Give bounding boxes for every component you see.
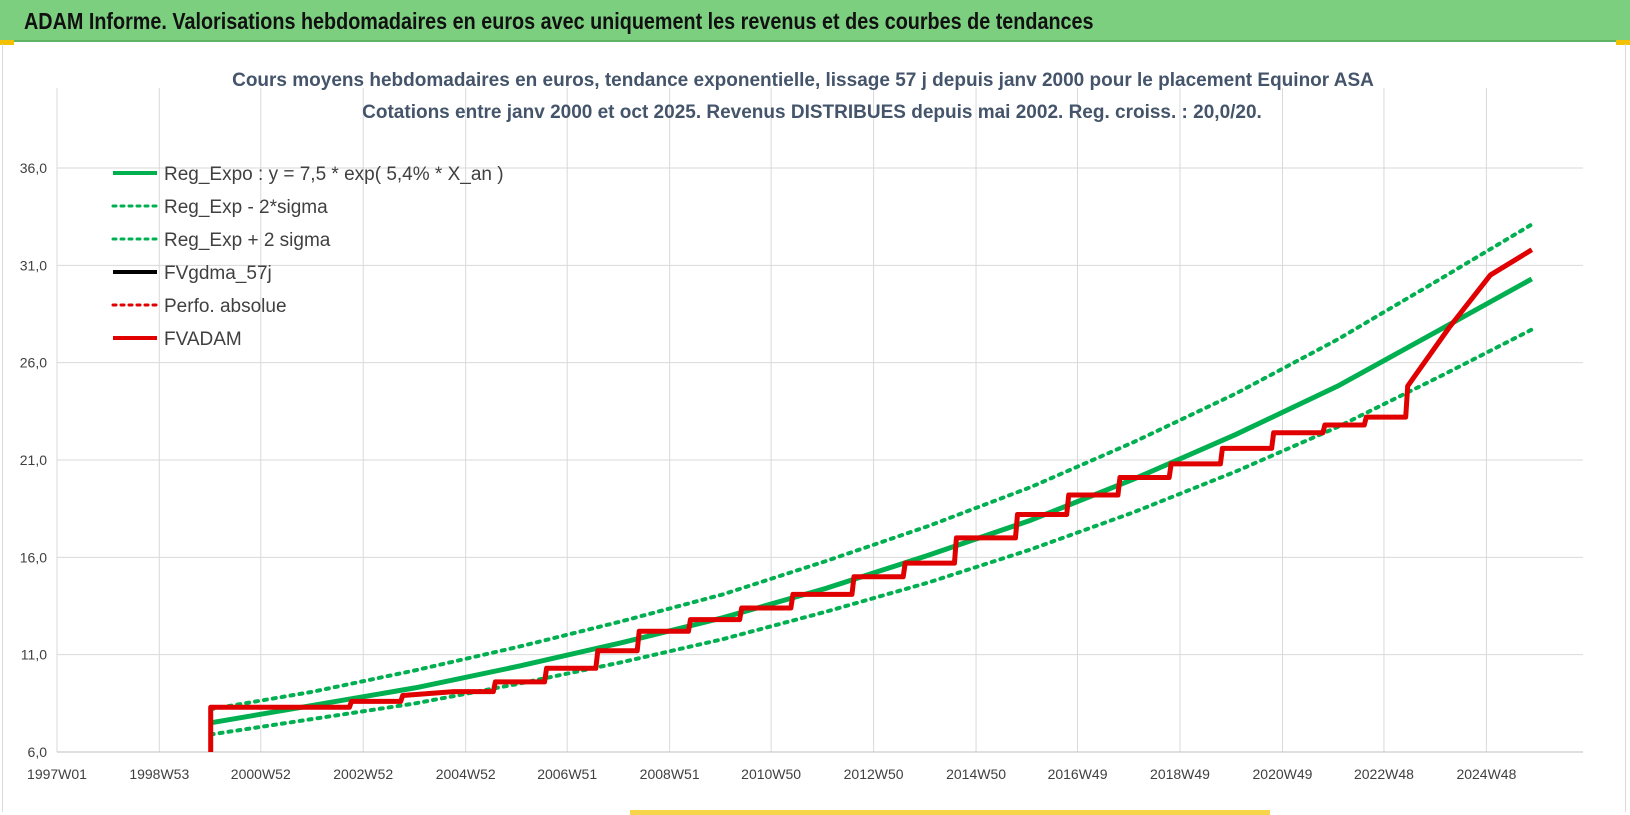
legend-label: Reg_Exp + 2 sigma [164,230,331,251]
chart-title-line-2: Cotations entre janv 2000 et oct 2025. R… [362,102,1262,123]
x-axis: 1997W01 1998W53 2000W52 2002W52 2004W52 2006W… [27,751,1583,782]
x-tick-label: 2008W51 [640,766,700,782]
x-tick-label: 2024W48 [1456,766,1516,782]
chart-title-line-1: Cours moyens hebdomadaires en euros, ten… [232,70,1374,91]
x-tick-label: 2014W50 [946,766,1006,782]
legend: Reg_Expo : y = 7,5 * exp( 5,4% * X_an ) R… [111,164,504,350]
x-tick-label: 2010W50 [741,766,801,782]
y-tick-label: 21,0 [20,452,47,468]
x-tick-label: 2020W49 [1253,766,1313,782]
series-line-3 [209,248,1533,752]
x-tick-label: 2012W50 [844,766,904,782]
series-group [208,222,1534,752]
x-tick-label: 2018W49 [1150,766,1210,782]
legend-label: FVgdma_57j [164,263,272,284]
y-tick-label: 11,0 [21,647,47,663]
chart-frame [2,44,1626,812]
x-tick-label: 2016W49 [1048,766,1108,782]
x-tick-label: 1997W01 [27,766,87,782]
corner-marker-right [1616,40,1630,45]
legend-label: FVADAM [164,329,242,350]
x-tick-label: 2022W48 [1354,766,1414,782]
y-axis: 6,0 11,0 16,0 21,0 26,0 31,0 36,0 [20,160,47,760]
bottom-scroll-strip [630,810,1270,815]
series-line-5 [208,247,1534,752]
report-header: ADAM Informe. Valorisations hebdomadaire… [0,0,1630,42]
legend-label: Reg_Expo : y = 7,5 * exp( 5,4% * X_an ) [164,164,504,185]
y-tick-label: 36,0 [20,160,47,176]
x-tick-label: 1998W53 [129,766,189,782]
y-tick-label: 16,0 [20,549,47,565]
series-line-0 [210,276,1533,726]
report-title: ADAM Informe. Valorisations hebdomadaire… [24,8,1094,34]
x-tick-label: 2002W52 [333,766,393,782]
series-line-2 [208,222,1534,712]
legend-label: Reg_Exp - 2*sigma [164,197,328,218]
y-tick-label: 31,0 [20,257,47,273]
y-tick-label: 6,0 [28,744,48,760]
corner-marker-left [0,40,14,45]
x-tick-label: 2006W51 [537,766,597,782]
grid-lines [56,88,1583,753]
x-tick-label: 2000W52 [231,766,291,782]
legend-label: Perfo. absolue [164,296,287,317]
x-tick-label: 2004W52 [436,766,496,782]
y-tick-label: 26,0 [20,355,47,371]
